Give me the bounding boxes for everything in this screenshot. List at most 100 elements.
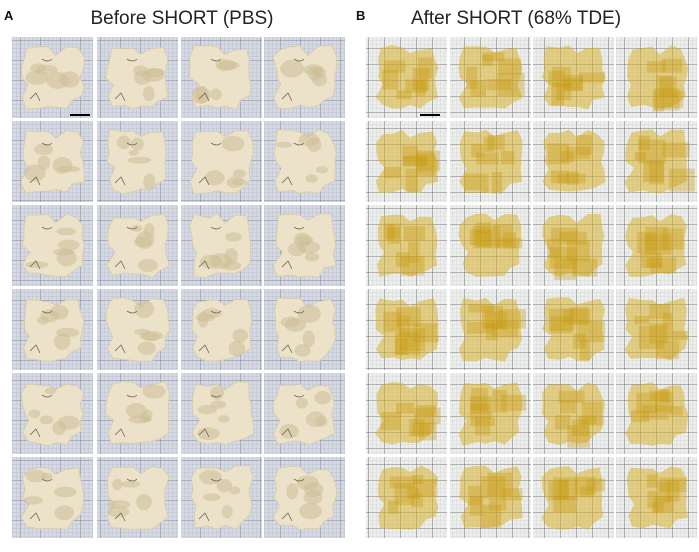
tissue-crease (281, 394, 305, 438)
tissue-patch (638, 325, 665, 350)
tissue-fold (59, 71, 80, 88)
tissue-patch (659, 477, 687, 492)
tissue-fold (133, 65, 148, 76)
tissue-fold (303, 64, 324, 76)
tissue-patch (656, 75, 673, 91)
sample-photo (533, 289, 614, 370)
tissue (625, 382, 689, 446)
tissue-patch (498, 58, 522, 75)
tissue-patch (649, 304, 671, 320)
sample-photo (450, 121, 531, 202)
tissue-patch (649, 323, 668, 344)
tissue (458, 213, 522, 277)
tissue-patch (409, 419, 425, 437)
tissue-patch (412, 474, 424, 485)
tissue-crease (114, 142, 138, 186)
tissue (375, 45, 439, 109)
tissue-patch (649, 390, 669, 401)
tissue-patch (384, 166, 401, 179)
tissue-patch (491, 171, 503, 194)
tissue-patch (405, 168, 419, 193)
tissue-fold (295, 397, 308, 409)
tissue-patch (659, 76, 677, 98)
tissue-fold (303, 490, 323, 505)
tissue-fold (55, 327, 80, 338)
tissue-patch (637, 231, 656, 254)
tissue-patch (468, 304, 494, 313)
tissue-crease (198, 394, 222, 438)
sample-photo (533, 373, 614, 454)
sample-photo (264, 373, 345, 454)
sample-photo (97, 205, 178, 286)
tissue-patch (475, 230, 492, 248)
sample-photo (12, 373, 93, 454)
tissue-crease (198, 226, 222, 270)
tissue-patch (405, 79, 428, 93)
tissue-fold (53, 333, 71, 350)
tissue-crease (29, 58, 53, 102)
tissue-fold (232, 328, 249, 343)
tissue-patch (401, 256, 425, 276)
tissue-fold (276, 141, 292, 148)
tissue-patch (487, 472, 513, 496)
tissue-fold (131, 224, 143, 232)
tissue-patch (412, 323, 439, 343)
tissue-crease (114, 478, 138, 522)
tissue-patch (641, 252, 662, 268)
tissue-crease (198, 58, 222, 102)
tissue-patch (650, 257, 677, 274)
tissue-patch (487, 135, 505, 150)
tissue-patch (482, 55, 494, 66)
sample-photo (533, 205, 614, 286)
tissue-fold (210, 385, 225, 400)
tissue-fold (137, 341, 156, 356)
tissue (377, 214, 438, 277)
sample-photo (264, 37, 345, 118)
tissue-patch (580, 486, 594, 498)
tissue-fold (28, 409, 41, 419)
tissue-fold (41, 472, 53, 480)
tissue (624, 297, 688, 361)
tissue-fold (305, 252, 320, 262)
tissue-patch (547, 238, 562, 259)
tissue-patch (483, 137, 495, 153)
tissue-patch (547, 143, 570, 165)
tissue-patch (481, 305, 503, 328)
tissue-fold (142, 384, 166, 399)
tissue-patch (638, 139, 666, 164)
tissue-crease (29, 142, 53, 186)
sample-photo (533, 37, 614, 118)
tissue-patch (407, 487, 420, 500)
tissue-patch (565, 146, 591, 160)
tissue-patch (387, 223, 401, 244)
tissue-patch (662, 90, 684, 109)
tissue-fold (127, 156, 152, 164)
tissue-fold (280, 59, 304, 78)
tissue-patch (550, 316, 573, 334)
tissue-fold (106, 500, 131, 509)
sample-photo (533, 121, 614, 202)
tissue-patch (662, 228, 684, 250)
tissue-patch (643, 161, 664, 183)
tissue-fold (142, 409, 153, 422)
tissue-fold (143, 223, 155, 238)
tissue-patch (394, 332, 421, 356)
sample-photo (616, 121, 697, 202)
tissue-patch (558, 479, 569, 500)
sample-photo (616, 457, 697, 538)
tissue-patch (652, 90, 664, 112)
tissue-patch (470, 403, 490, 414)
tissue-patch (498, 309, 526, 329)
tissue (459, 129, 523, 193)
tissue-patch (397, 315, 411, 337)
tissue-fold (195, 85, 209, 104)
tissue-patch (471, 143, 484, 158)
tissue-fold (228, 486, 241, 495)
tissue-patch (480, 504, 502, 529)
tissue-patch (489, 498, 507, 511)
tissue-patch (470, 80, 487, 97)
tissue-patch (644, 234, 672, 255)
sample-photo (366, 289, 447, 370)
sample-photo (181, 205, 262, 286)
sample-photo (12, 121, 93, 202)
